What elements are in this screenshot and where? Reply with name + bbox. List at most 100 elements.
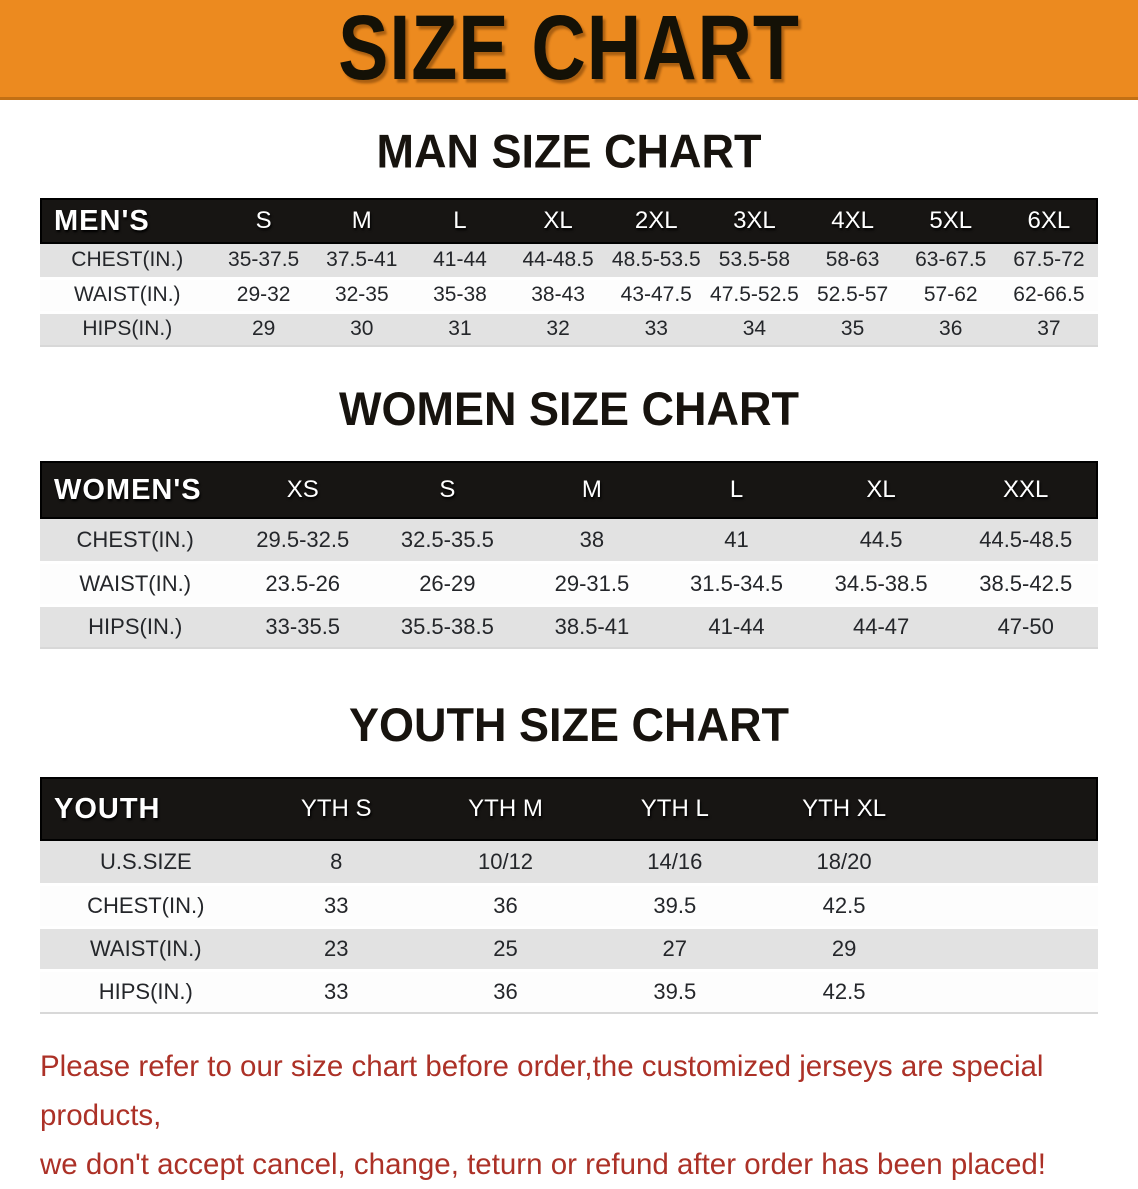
youth-size-column-header: YTH XL (802, 795, 887, 822)
men-measurement-cell: 32-35 (334, 283, 389, 306)
youth-measurement-cell: 39.5 (653, 892, 697, 918)
size-chart-banner: SIZE CHART (0, 0, 1138, 100)
disclaimer-line-1: Please refer to our size chart before or… (40, 1050, 1044, 1132)
empty-cell (929, 927, 1098, 970)
youth-measurement-cell: 14/16 (647, 848, 703, 874)
men-measurement-cell: 38-43 (531, 283, 585, 306)
men-table-row: WAIST(IN.) 29-32 32-35 35-38 38-43 43-47.5 47.… (40, 278, 1098, 312)
men-table-row: HIPS(IN.) 29 30 31 32 33 34 35 36 37 (40, 312, 1098, 346)
youth-measurement-cell: 23 (323, 935, 349, 961)
men-size-column-header: L (453, 207, 467, 234)
youth-measurement-cell: 8 (330, 848, 343, 874)
men-measurement-cell: 35 (840, 317, 865, 341)
size-section-men: MAN SIZE CHART MEN'S S M L XL 2XL 3XL 4XL 5XL 6XL C… (0, 124, 1138, 347)
section-heading-youth: YOUTH SIZE CHART (348, 697, 789, 752)
men-measurement-cell: 29-32 (236, 283, 291, 306)
men-size-column-header: 5XL (929, 207, 973, 234)
men-measurement-cell: 41-44 (433, 248, 487, 272)
youth-header-label: YOUTH (54, 792, 161, 825)
women-table-row: HIPS(IN.) 33-35.5 35.5-38.5 38.5-41 41-44 44-… (40, 605, 1098, 648)
men-size-column-header: 6XL (1027, 207, 1071, 234)
women-measurement-cell: 41-44 (708, 613, 765, 639)
men-measurement-cell: 33 (644, 317, 668, 341)
youth-size-table: YOUTH YTH S YTH M YTH L YTH XL U.S.SIZE 8 10/12… (40, 777, 1098, 1014)
men-measurement-cell: 48.5-53.5 (611, 248, 701, 272)
men-measurement-cell: 58-63 (825, 248, 880, 272)
men-measurement-cell: 34 (742, 317, 767, 341)
men-row-label: WAIST(IN.) (74, 283, 181, 306)
youth-measurement-cell: 33 (323, 978, 349, 1004)
youth-row-label: HIPS(IN.) (98, 978, 193, 1004)
women-size-column-header: XXL (1003, 476, 1049, 503)
youth-measurement-cell: 10/12 (477, 848, 534, 874)
men-measurement-cell: 44-48.5 (522, 248, 594, 272)
disclaimer-line-2: we don't accept cancel, change, teturn o… (40, 1148, 1046, 1181)
women-measurement-cell: 38.5-41 (554, 613, 630, 639)
youth-measurement-cell: 33 (323, 892, 349, 918)
women-measurement-cell: 44.5-48.5 (979, 526, 1073, 552)
banner-title: SIZE CHART (338, 0, 800, 99)
men-measurement-cell: 43-47.5 (620, 283, 692, 306)
men-size-column-header: 3XL (733, 207, 776, 234)
youth-row-label: U.S.SIZE (99, 848, 192, 874)
section-heading-men: MAN SIZE CHART (376, 124, 762, 179)
men-measurement-cell: 47.5-52.5 (710, 283, 799, 306)
youth-measurement-cell: 29 (831, 935, 857, 961)
women-size-column-header: XS (286, 476, 319, 503)
women-header-label: WOMEN'S (54, 473, 202, 506)
youth-size-column-header: YTH S (300, 795, 372, 822)
youth-measurement-cell: 18/20 (816, 848, 872, 874)
men-measurement-cell: 62-66.5 (1013, 283, 1085, 306)
women-measurement-cell: 44-47 (852, 613, 910, 639)
men-header-row: MEN'S S M L XL 2XL 3XL 4XL 5XL 6XL (40, 198, 1098, 244)
men-size-column-header: M (351, 207, 372, 234)
women-measurement-cell: 44.5 (859, 526, 903, 552)
women-size-column-header: S (439, 476, 456, 503)
men-measurement-cell: 52.5-57 (816, 283, 889, 306)
men-measurement-cell: 36 (939, 317, 963, 341)
youth-size-column-header: YTH L (640, 795, 709, 822)
youth-measurement-cell: 42.5 (822, 892, 866, 918)
women-size-column-header: L (729, 476, 744, 503)
men-size-table: MEN'S S M L XL 2XL 3XL 4XL 5XL 6XL CHEST(IN.) 35-37… (40, 198, 1098, 347)
women-measurement-cell: 23.5-26 (265, 570, 341, 596)
men-measurement-cell: 35-38 (433, 283, 487, 306)
men-measurement-cell: 37.5-41 (326, 248, 398, 272)
youth-table-row: WAIST(IN.) 23 25 27 29 (40, 927, 1098, 970)
youth-measurement-cell: 36 (493, 892, 518, 918)
women-size-column-header: M (581, 476, 602, 503)
men-row-label: HIPS(IN.) (82, 317, 173, 341)
men-measurement-cell: 32 (546, 317, 570, 341)
men-measurement-cell: 30 (350, 317, 374, 341)
women-measurement-cell: 29.5-32.5 (256, 526, 350, 552)
size-section-women: WOMEN SIZE CHART WOMEN'S XS S M L XL XXL CHEST(I… (0, 381, 1138, 649)
women-measurement-cell: 33-35.5 (265, 613, 341, 639)
size-chart-content: MAN SIZE CHART MEN'S S M L XL 2XL 3XL 4XL 5XL 6XL C… (0, 124, 1138, 1014)
empty-cell (929, 970, 1098, 1013)
men-measurement-cell: 67.5-72 (1013, 248, 1085, 272)
youth-measurement-cell: 25 (493, 935, 518, 961)
women-size-column-header: XL (866, 476, 896, 503)
women-measurement-cell: 31.5-34.5 (690, 570, 783, 596)
women-row-label: HIPS(IN.) (88, 613, 183, 639)
women-measurement-cell: 38.5-42.5 (979, 570, 1073, 596)
youth-table-row: U.S.SIZE 8 10/12 14/16 18/20 (40, 841, 1098, 884)
youth-measurement-cell: 42.5 (822, 978, 866, 1004)
empty-cell (929, 841, 1098, 884)
women-measurement-cell: 35.5-38.5 (400, 613, 494, 639)
men-measurement-cell: 57-62 (923, 283, 978, 306)
men-size-column-header: XL (543, 207, 573, 234)
women-measurement-cell: 38 (579, 526, 605, 552)
youth-table-row: CHEST(IN.) 33 36 39.5 42.5 (40, 884, 1098, 927)
men-table-row: CHEST(IN.) 35-37.5 37.5-41 41-44 44-48.5 48.5… (40, 244, 1098, 278)
disclaimer-note: Please refer to our size chart before or… (0, 1042, 1138, 1189)
men-size-column-header: S (255, 207, 272, 234)
youth-measurement-cell: 39.5 (653, 978, 697, 1004)
women-table-row: WAIST(IN.) 23.5-26 26-29 29-31.5 31.5-34.5 34… (40, 562, 1098, 605)
youth-header-row: YOUTH YTH S YTH M YTH L YTH XL (40, 777, 1098, 841)
men-measurement-cell: 31 (448, 317, 472, 341)
youth-row-label: CHEST(IN.) (87, 892, 205, 918)
women-measurement-cell: 29-31.5 (554, 570, 630, 596)
section-heading-women: WOMEN SIZE CHART (339, 381, 799, 436)
youth-table-row: HIPS(IN.) 33 36 39.5 42.5 (40, 970, 1098, 1013)
